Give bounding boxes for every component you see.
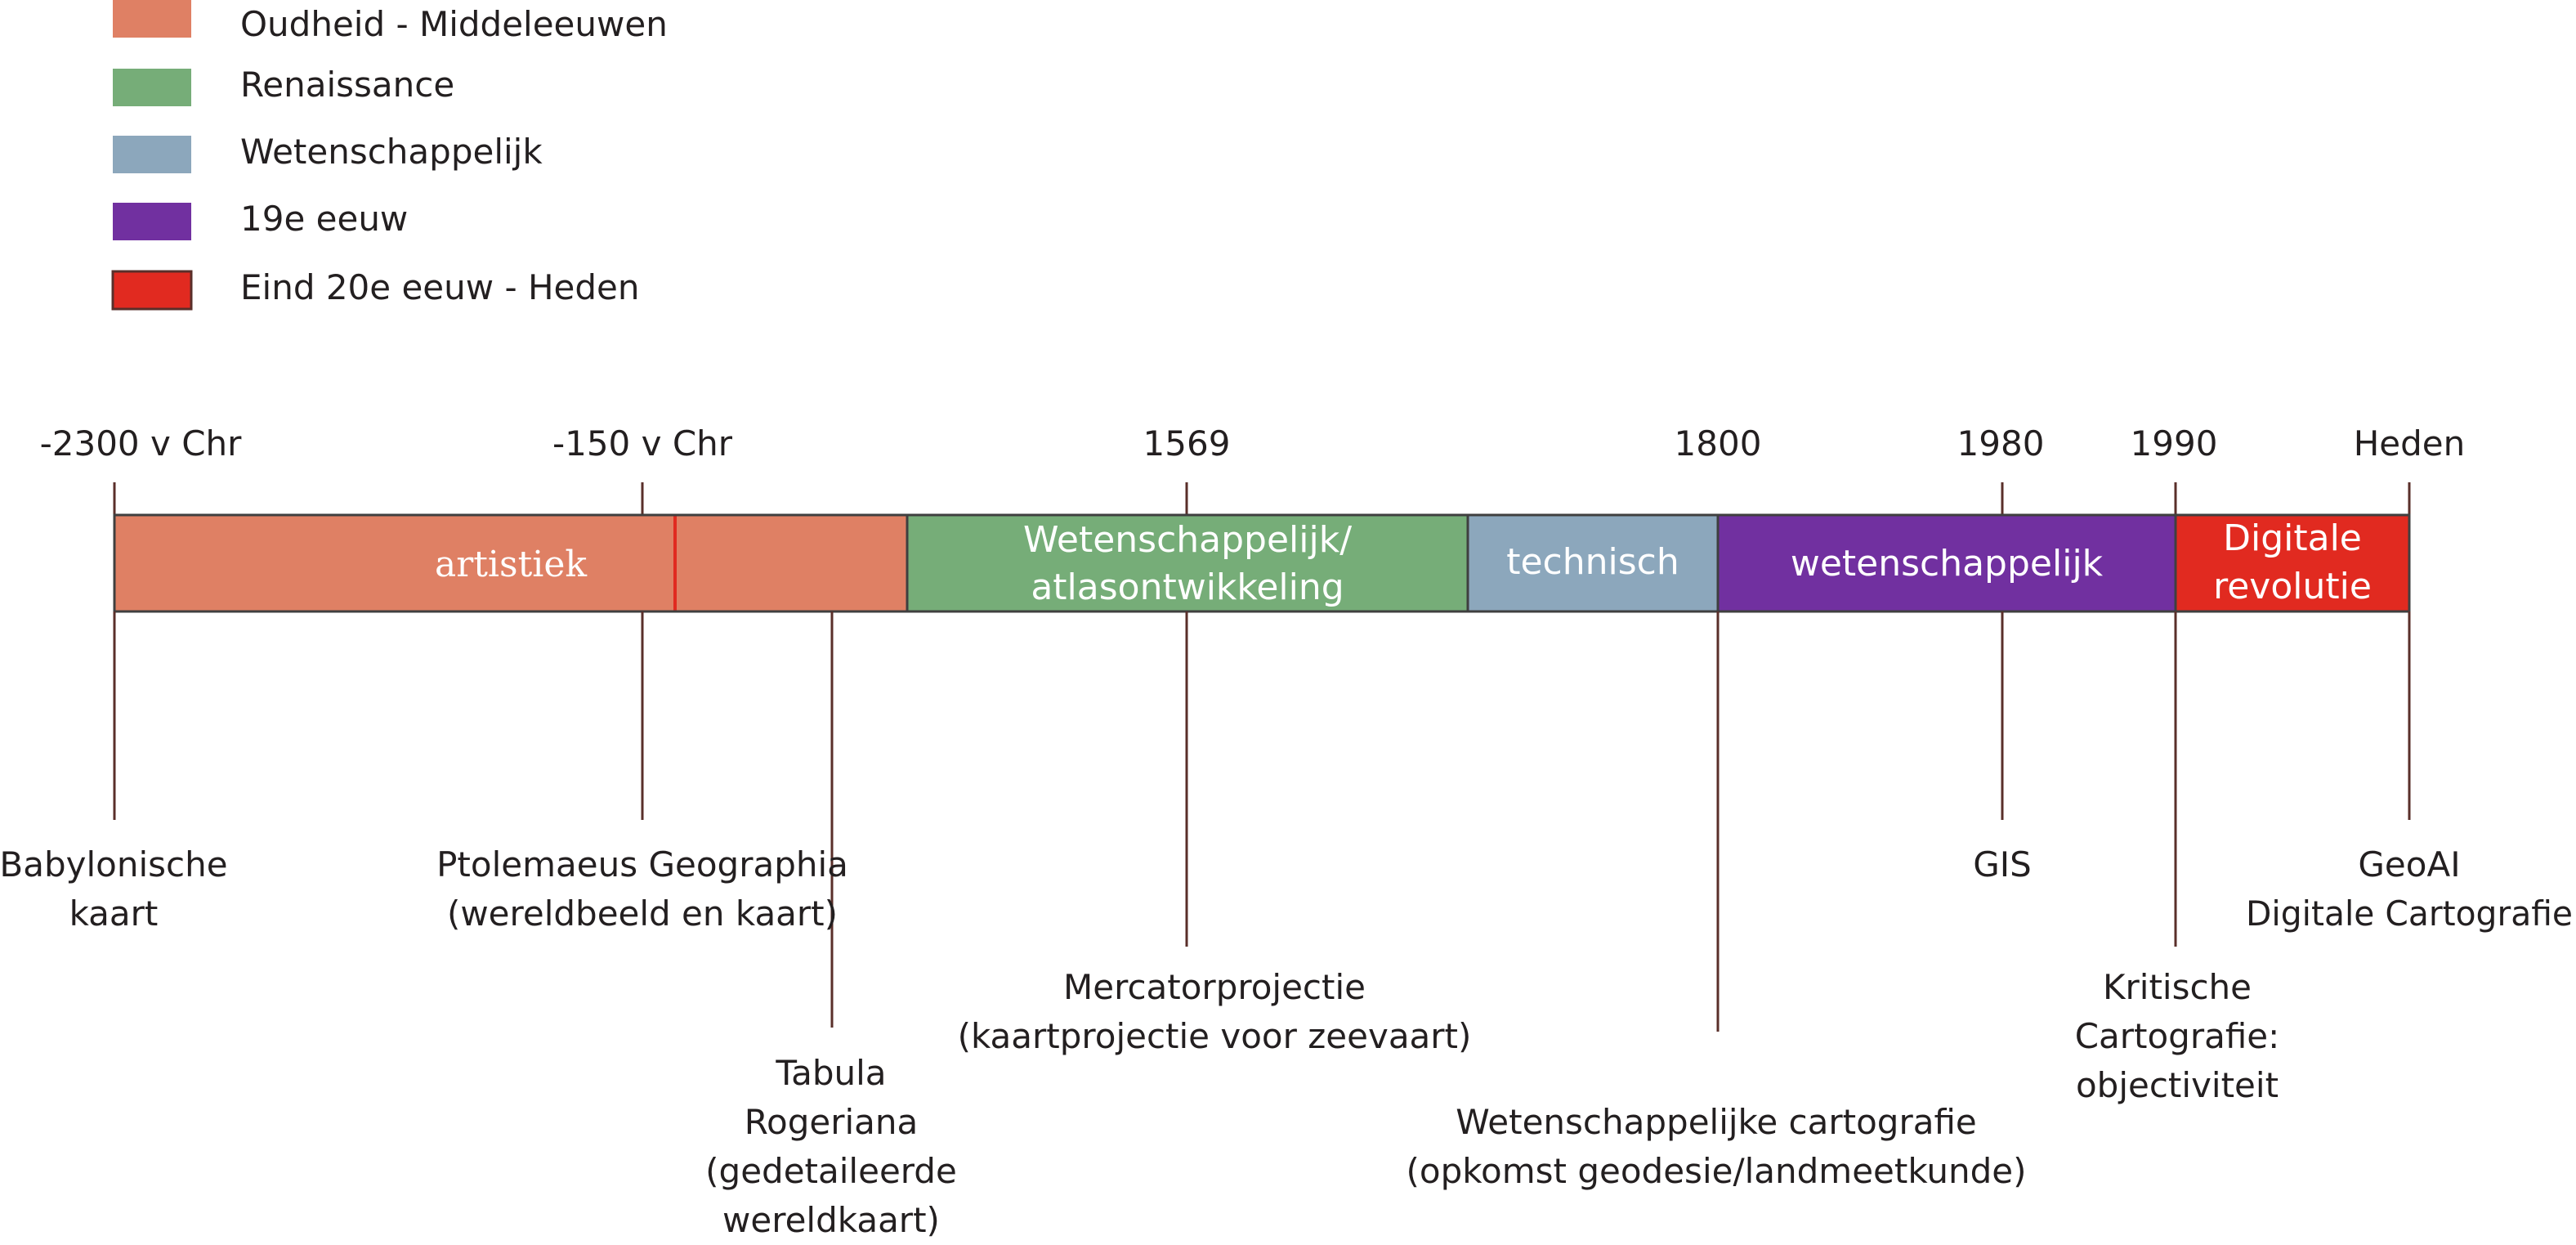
event-tabula-rogeriana-line-4: wereldkaart) (722, 1200, 940, 1240)
event-tabula-rogeriana-line-1: Tabula (775, 1053, 886, 1093)
year-label-heden: Heden (2354, 423, 2466, 464)
legend-label-wetenschappelijk: Wetenschappelijk (240, 132, 543, 172)
event-connectors (113, 611, 2411, 1032)
era-block-artistiek (114, 515, 907, 611)
era-label-atlasontwikkeling-line-2: atlasontwikkeling (1031, 567, 1344, 608)
year-label-1800: 1800 (1675, 423, 1762, 464)
top-ticks (113, 482, 2411, 515)
legend-swatch-oudheid (113, 0, 191, 38)
event-geoai-line-2: Digitale Cartografie (2246, 893, 2573, 934)
event-labels: Babylonische kaart Ptolemaeus Geographia… (0, 844, 2573, 1240)
era-label-digitale-revolutie-line-2: revolutie (2213, 566, 2372, 607)
year-label-1569: 1569 (1143, 423, 1231, 464)
era-label-digitale-revolutie-line-1: Digitale (2223, 517, 2362, 559)
year-labels: -2300 v Chr -150 v Chr 1569 1800 1980 19… (40, 423, 2466, 464)
event-kritische-cartografie-line-3: objectiviteit (2076, 1065, 2279, 1105)
event-tabula-rogeriana-line-2: Rogeriana (745, 1102, 919, 1142)
event-babylonische-kaart-line-2: kaart (69, 893, 159, 934)
event-kritische-cartografie-line-2: Cartografie: (2075, 1016, 2280, 1056)
legend: Oudheid - Middeleeuwen Renaissance Weten… (111, 0, 668, 311)
event-mercator-line-2: (kaartprojectie voor zeevaart) (958, 1016, 1472, 1056)
era-label-atlasontwikkeling-line-1: Wetenschappelijk/ (1023, 519, 1352, 561)
era-label-artistiek: artistiek (435, 544, 587, 585)
era-block-digitale-revolutie (2176, 515, 2409, 611)
era-label-wetenschappelijk: wetenschappelijk (1791, 543, 2104, 584)
event-ptolemaeus-line-1: Ptolemaeus Geographia (436, 844, 848, 884)
era-label-technisch: technisch (1506, 541, 1679, 583)
era-bar: artistiek Wetenschappelijk/ atlasontwikk… (113, 513, 2411, 613)
event-gis: GIS (1973, 844, 2032, 884)
era-block-wetenschappelijk (1718, 515, 2176, 611)
year-label-1980: 1980 (1957, 423, 2045, 464)
legend-label-19e-eeuw: 19e eeuw (240, 199, 408, 239)
legend-label-renaissance: Renaissance (240, 65, 454, 105)
era-block-atlasontwikkeling (907, 515, 1468, 611)
year-label-1990: 1990 (2131, 423, 2218, 464)
event-mercator-line-1: Mercatorprojectie (1063, 967, 1366, 1007)
era-block-technisch (1468, 515, 1718, 611)
event-wetenschappelijke-cartografie-line-2: (opkomst geodesie/landmeetkunde) (1406, 1151, 2026, 1191)
year-label-2300-bc: -2300 v Chr (40, 423, 243, 464)
legend-swatch-19e-eeuw (113, 203, 191, 240)
legend-swatch-eind-20e-eeuw (111, 270, 193, 311)
legend-label-oudheid: Oudheid - Middeleeuwen (240, 4, 668, 44)
event-kritische-cartografie-line-1: Kritische (2103, 967, 2252, 1007)
event-geoai-line-1: GeoAI (2358, 844, 2460, 884)
event-ptolemaeus-line-2: (wereldbeeld en kaart) (447, 893, 838, 934)
legend-swatch-renaissance (113, 69, 191, 106)
year-label-150-bc: -150 v Chr (552, 423, 733, 464)
legend-label-eind-20e-eeuw: Eind 20e eeuw - Heden (240, 267, 640, 307)
event-wetenschappelijke-cartografie-line-1: Wetenschappelijke cartografie (1456, 1102, 1977, 1142)
legend-swatch-wetenschappelijk (113, 136, 191, 173)
event-tabula-rogeriana-line-3: (gedetaileerde (705, 1151, 957, 1191)
era-bar-border (113, 513, 2411, 613)
event-babylonische-kaart-line-1: Babylonische (0, 844, 228, 884)
